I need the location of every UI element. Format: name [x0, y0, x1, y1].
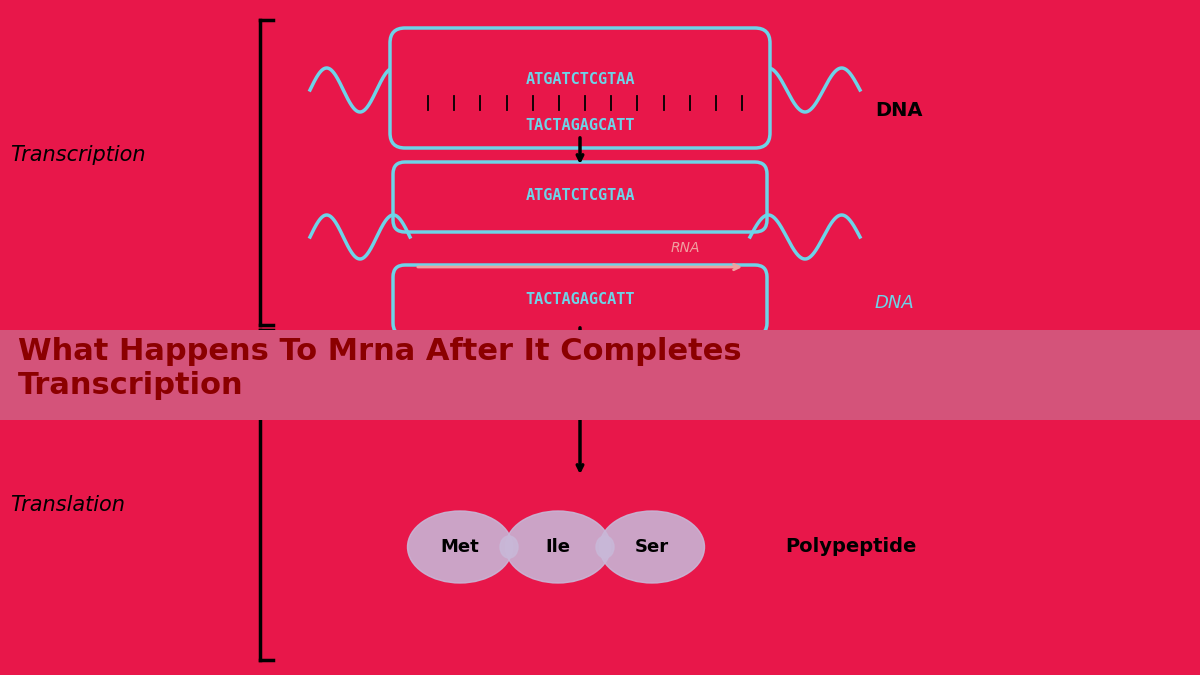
Text: ATGATCTCGTAA: ATGATCTCGTAA [526, 72, 635, 88]
Ellipse shape [500, 536, 518, 558]
FancyBboxPatch shape [390, 28, 770, 148]
Ellipse shape [596, 536, 614, 558]
Ellipse shape [505, 511, 611, 583]
FancyBboxPatch shape [394, 162, 767, 232]
Text: Met: Met [440, 538, 479, 556]
Ellipse shape [408, 511, 512, 583]
Ellipse shape [600, 511, 704, 583]
Text: Ser: Ser [635, 538, 670, 556]
FancyBboxPatch shape [0, 330, 1200, 420]
Text: Ile: Ile [546, 538, 570, 556]
Text: What Happens To Mrna After It Completes
Transcription: What Happens To Mrna After It Completes … [18, 337, 742, 400]
Text: Transcript
(RNA): Transcript (RNA) [785, 375, 887, 414]
Text: DNA: DNA [875, 294, 914, 312]
Text: DNA: DNA [875, 101, 923, 119]
Text: TACTAGAGCATT: TACTAGAGCATT [526, 292, 635, 306]
Text: Polypeptide: Polypeptide [785, 537, 917, 556]
Text: AUGAUCUCGUAA: AUGAUCUCGUAA [515, 396, 646, 414]
Text: Transcription: Transcription [10, 145, 145, 165]
Text: TACTAGAGCATT: TACTAGAGCATT [526, 117, 635, 132]
Text: Translation: Translation [10, 495, 125, 515]
Text: ATGATCTCGTAA: ATGATCTCGTAA [526, 188, 635, 203]
Text: RNA: RNA [671, 241, 700, 255]
FancyBboxPatch shape [394, 265, 767, 335]
